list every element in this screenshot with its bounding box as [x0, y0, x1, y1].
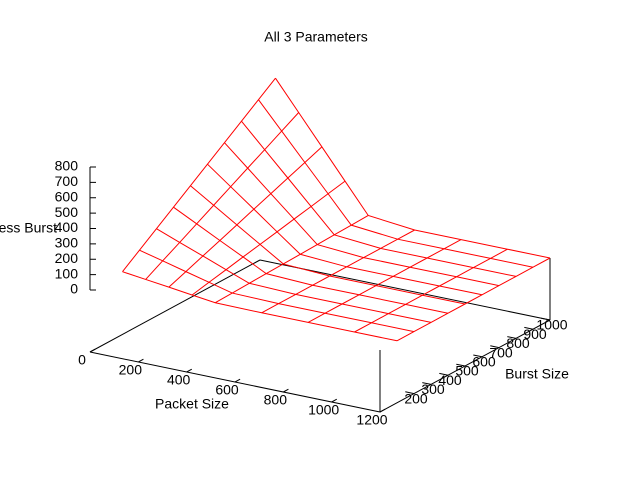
z-axis-label: Excess Burst	[0, 220, 57, 236]
surface-row	[258, 99, 534, 268]
x-tick	[138, 358, 144, 363]
z-tick-label: 600	[55, 188, 79, 204]
y-tick	[456, 363, 466, 367]
z-tick-label: 700	[55, 173, 79, 189]
y-tick-label: 300	[421, 381, 445, 397]
surface-column	[122, 77, 276, 273]
surface-row	[122, 271, 398, 342]
y-tick	[422, 382, 432, 385]
y-tick	[507, 336, 517, 339]
chart-title: All 3 Parameters	[264, 29, 367, 45]
surface-column	[145, 112, 300, 280]
surface-column	[354, 248, 508, 333]
y-tick-label: 900	[523, 326, 547, 342]
surface-row	[241, 120, 517, 277]
y-tick	[490, 345, 500, 349]
x-tick	[283, 388, 289, 393]
y-tick	[405, 391, 415, 395]
y-tick-label: 400	[438, 372, 462, 388]
surface-column	[168, 146, 323, 288]
x-tick	[331, 398, 338, 403]
z-tick-label: 0	[70, 281, 78, 297]
z-tick-label: 100	[55, 265, 79, 281]
x-tick-label: 800	[264, 392, 288, 408]
surface-column	[396, 257, 551, 342]
y-tick-label: 800	[506, 335, 530, 351]
y-tick-label: 500	[455, 363, 479, 379]
y-tick	[541, 317, 551, 321]
y-tick	[439, 372, 449, 376]
base-edge	[89, 259, 261, 353]
surface-column	[307, 239, 462, 323]
y-tick-label: 200	[404, 390, 428, 406]
y-tick	[473, 354, 483, 358]
z-tick-label: 500	[55, 204, 79, 220]
x-tick	[186, 368, 193, 373]
y-axis-label: Burst Size	[505, 366, 569, 382]
z-tick-label: 200	[55, 250, 79, 266]
surface-column	[215, 215, 369, 304]
x-tick-label: 400	[167, 372, 191, 388]
z-tick-label: 400	[55, 219, 79, 235]
y-tick-label: 1000	[536, 317, 567, 333]
x-tick-label: 1200	[356, 412, 387, 428]
x-tick-label: 600	[215, 382, 239, 398]
x-tick	[379, 408, 386, 413]
x-tick	[89, 348, 96, 353]
surface-column	[261, 229, 415, 314]
y-tick-label: 600	[472, 354, 496, 370]
x-axis-label: Packet Size	[155, 396, 229, 412]
x-tick	[234, 378, 241, 383]
surface-column	[191, 180, 346, 296]
surface-row	[207, 163, 483, 296]
z-tick-label: 800	[55, 158, 79, 174]
y-tick-label: 700	[489, 344, 513, 360]
x-tick-label: 1000	[308, 402, 339, 418]
y-tick	[524, 326, 534, 330]
z-tick-label: 300	[55, 235, 79, 251]
x-tick-label: 200	[119, 362, 143, 378]
x-tick-label: 0	[78, 352, 86, 368]
